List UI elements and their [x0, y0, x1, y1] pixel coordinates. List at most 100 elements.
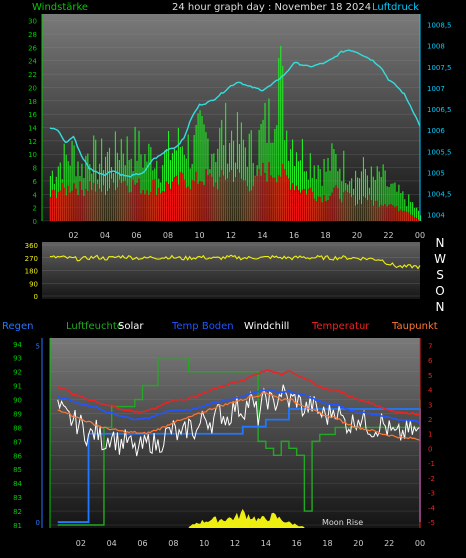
wind-average-bar — [227, 178, 229, 221]
x-tick-label: 00 — [415, 539, 425, 548]
wind-average-bar — [108, 188, 111, 221]
wind-average-bar — [252, 186, 254, 221]
wind-average-bar — [406, 212, 408, 221]
wind-average-bar — [106, 191, 109, 221]
wind-gust-bar — [412, 202, 414, 221]
wind-gust-bar — [331, 143, 333, 221]
wind-gust-bar — [187, 134, 189, 221]
wind-average-bar — [238, 172, 240, 221]
temperature-tick-label: 6 — [428, 357, 433, 365]
wind-average-bar — [315, 201, 317, 221]
wind-average-bar — [414, 217, 416, 221]
wind-gust-bar — [323, 159, 325, 221]
wind-gust-bar — [71, 141, 73, 221]
pressure-label: Luftdruck — [372, 2, 419, 13]
wind-pressure-marks — [49, 45, 422, 221]
wind-average-bar — [311, 191, 313, 221]
wind-average-bar — [236, 169, 239, 221]
wind-tick-label: 10 — [28, 151, 37, 159]
wind-gust-bar — [197, 113, 199, 221]
wind-strength-label: Windstärke — [32, 2, 88, 13]
wind-tick-label: 22 — [28, 71, 37, 79]
wind-average-bar — [118, 179, 120, 221]
wind-gust-bar — [404, 199, 406, 221]
wind-average-bar — [201, 181, 203, 221]
wind-average-bar — [331, 192, 333, 221]
pressure-tick-label: 1008 — [427, 43, 445, 51]
humidity-tick-label: 88 — [13, 424, 22, 432]
wind-average-bar — [158, 187, 160, 221]
wind-average-bar — [416, 218, 418, 221]
wind-average-bar — [231, 169, 233, 221]
wind-average-bar — [203, 184, 205, 221]
wind-average-bar — [213, 186, 215, 221]
wind-gust-bar — [392, 183, 394, 221]
wind-average-bar — [398, 211, 400, 221]
temperature-tick-label: 3 — [428, 401, 432, 409]
wind-gust-bar — [201, 115, 203, 221]
humidity-tick-label: 84 — [13, 480, 22, 488]
wind-gust-bar — [358, 178, 361, 221]
windchill-line — [57, 384, 421, 457]
wind-average-bar — [173, 176, 176, 221]
wind-average-bar — [272, 177, 274, 221]
temperature-tick-label: 0 — [428, 445, 432, 453]
wind-average-bar — [189, 189, 191, 221]
wind-gust-bar — [341, 181, 343, 221]
x-tick-label: 04 — [107, 539, 117, 548]
x-tick-label: 18 — [322, 539, 332, 548]
wind-gust-bar — [116, 152, 118, 221]
wind-gust-bar — [388, 187, 390, 221]
wind-average-bar — [353, 195, 355, 221]
wind-average-bar — [209, 173, 211, 221]
wind-average-bar — [260, 175, 262, 221]
wind-gust-bar — [357, 177, 359, 221]
humidity-tick-label: 93 — [13, 355, 22, 363]
wind-gust-bar — [144, 154, 146, 221]
humidity-tick-label: 91 — [13, 383, 22, 391]
wind-average-bar — [150, 191, 152, 221]
wind-average-bar — [93, 183, 95, 221]
wind-average-bar — [345, 190, 347, 221]
legend-item: Temperatur — [311, 321, 370, 332]
wind-gust-bar — [299, 160, 302, 221]
wind-average-bar — [339, 198, 341, 221]
wind-average-bar — [122, 181, 124, 221]
wind-average-bar — [59, 190, 61, 221]
wind-average-bar — [376, 200, 378, 221]
wind-average-bar — [83, 195, 85, 221]
wind-gust-bar — [199, 110, 201, 221]
wind-gust-bar — [319, 168, 321, 221]
wind-average-bar — [103, 185, 105, 221]
wind-average-bar — [309, 187, 311, 221]
wind-direction-line — [49, 254, 421, 270]
wind-average-bar — [349, 193, 351, 221]
wind-gust-bar — [120, 138, 122, 221]
wind-average-bar — [146, 190, 148, 221]
wind-average-bar — [112, 182, 114, 221]
wind-average-bar — [95, 191, 97, 221]
compass-letter: N — [436, 300, 445, 314]
wind-gust-bar — [278, 57, 280, 221]
wind-average-bar — [65, 195, 67, 221]
wind-gust-bar — [130, 158, 132, 221]
wind-average-bar — [246, 186, 248, 221]
x-tick-label: 22 — [383, 231, 393, 240]
wind-average-bar — [297, 190, 300, 221]
wind-average-bar — [126, 185, 128, 221]
wind-average-bar — [244, 180, 246, 221]
wind-gust-bar — [317, 165, 319, 221]
pressure-tick-label: 1007 — [427, 85, 445, 93]
wind-gust-bar — [193, 135, 195, 221]
x-tick-label: 12 — [230, 539, 240, 548]
wind-average-bar — [358, 199, 361, 221]
wind-gust-bar — [364, 168, 366, 221]
wind-gust-bar — [95, 139, 97, 221]
wind-average-bar — [307, 188, 309, 221]
x-tick-label: 20 — [353, 539, 363, 548]
rain-tick-label: 0 — [36, 519, 40, 527]
wind-average-bar — [333, 187, 335, 221]
wind-gust-bar — [420, 215, 422, 221]
wind-average-bar — [61, 182, 63, 221]
wind-average-bar — [232, 181, 235, 221]
